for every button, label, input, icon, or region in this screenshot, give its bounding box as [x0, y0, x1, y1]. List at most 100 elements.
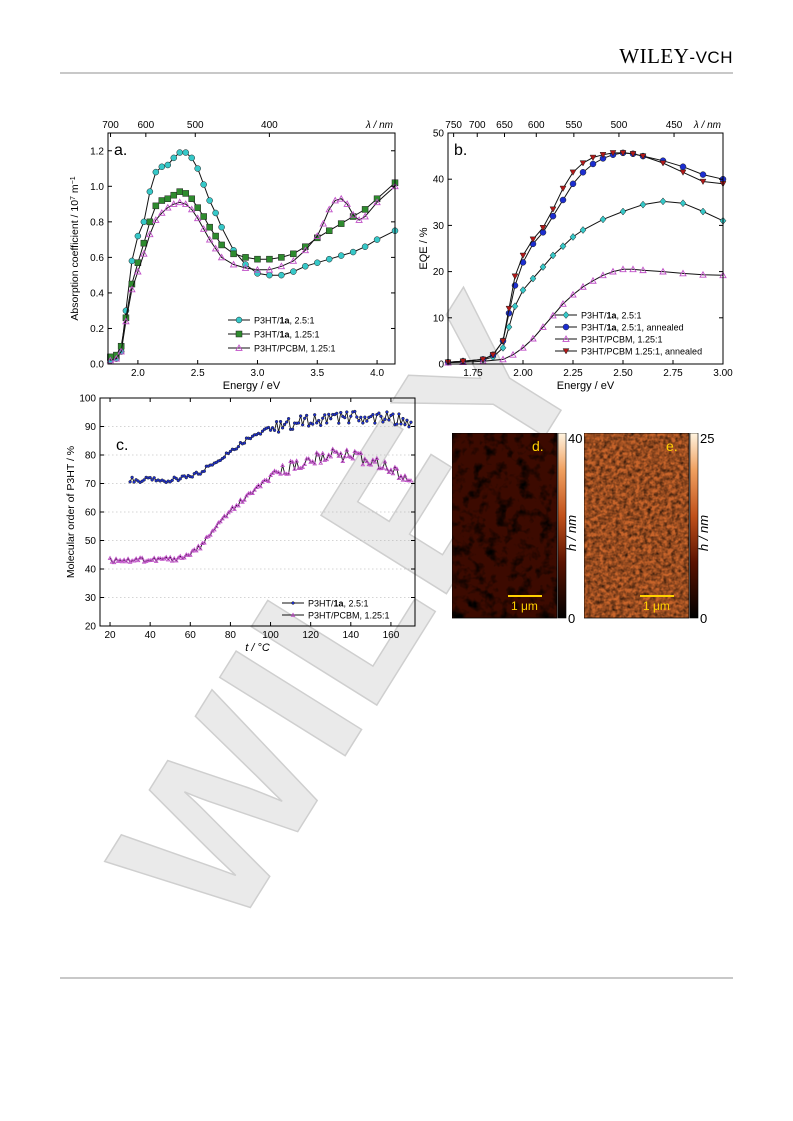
- data-point: [200, 181, 207, 188]
- data-point: [150, 478, 154, 482]
- data-point: [360, 462, 366, 467]
- publisher-main: Wiley: [619, 44, 690, 68]
- y-tick-label: 0.8: [90, 217, 104, 228]
- data-point: [313, 413, 317, 417]
- x-tick-label: 1.75: [463, 368, 483, 379]
- data-point: [218, 223, 225, 231]
- data-point: [123, 558, 129, 564]
- x-axis-label: Energy / eV: [557, 380, 615, 392]
- afm-panel-d: d. 1 μm 40 0 h / nm: [451, 431, 582, 628]
- data-point: [539, 263, 547, 271]
- data-point: [499, 338, 507, 345]
- data-point: [509, 350, 517, 358]
- data-point: [133, 556, 139, 561]
- data-point: [256, 482, 261, 487]
- data-point: [388, 467, 394, 472]
- data-point: [152, 168, 160, 176]
- x-axis-label: t / °C: [245, 642, 270, 654]
- legend-label: P3HT/1a, 2.5:1: [254, 316, 315, 326]
- data-point: [152, 216, 160, 223]
- y-tick-label: 20: [433, 267, 445, 278]
- data-point: [374, 455, 380, 461]
- data-point: [325, 205, 333, 213]
- data-point: [298, 414, 303, 418]
- data-point: [125, 556, 131, 561]
- data-point: [132, 480, 136, 484]
- data-point: [278, 471, 283, 476]
- data-point: [349, 414, 353, 418]
- data-point: [236, 503, 241, 508]
- panel-label-b: b.: [454, 142, 467, 159]
- data-point: [459, 358, 467, 365]
- data-point: [288, 458, 293, 463]
- y-tick-label: 80: [85, 451, 97, 462]
- data-point: [278, 271, 285, 279]
- data-point: [193, 548, 199, 553]
- data-point: [331, 196, 339, 204]
- cbar-label-d: h / nm: [564, 515, 579, 551]
- data-point: [302, 461, 308, 466]
- data-point: [290, 250, 297, 258]
- data-point: [589, 160, 597, 168]
- data-point: [152, 476, 156, 480]
- data-point: [164, 203, 172, 211]
- cbar-label-e: h / nm: [696, 515, 711, 551]
- data-point: [361, 212, 369, 220]
- legend-marker: [235, 330, 243, 338]
- top-tick-label: 550: [566, 120, 583, 131]
- legend: P3HT/1a, 2.5:1 P3HT/1a, 2.5:1, annealed P3…: [555, 311, 702, 357]
- plot-frame: [107, 132, 396, 365]
- data-point: [236, 444, 241, 449]
- data-point: [187, 552, 193, 557]
- data-point: [248, 490, 253, 495]
- data-point: [394, 466, 400, 471]
- data-point: [699, 171, 707, 178]
- data-point: [222, 513, 227, 518]
- data-point: [387, 418, 391, 422]
- data-point: [176, 188, 183, 195]
- data-point: [337, 252, 345, 259]
- data-point: [177, 553, 183, 558]
- data-point: [187, 205, 196, 213]
- data-point: [284, 420, 289, 424]
- data-point: [113, 556, 119, 561]
- y-tick-label: 70: [85, 479, 97, 490]
- data-point: [505, 305, 513, 313]
- data-point: [146, 188, 154, 195]
- afm-image-d: d. 1 μm 40 0 h / nm: [451, 431, 582, 626]
- data-point: [191, 547, 197, 552]
- data-point: [325, 421, 329, 425]
- legend-marker: [290, 612, 296, 617]
- data-point: [319, 219, 328, 227]
- data-point: [349, 248, 357, 256]
- data-point: [302, 263, 309, 270]
- data-point: [171, 555, 177, 561]
- header-rule: [60, 72, 733, 74]
- data-point: [328, 454, 334, 459]
- data-point: [324, 456, 330, 462]
- legend-marker: [562, 348, 570, 355]
- data-point: [363, 415, 367, 419]
- data-point: [699, 270, 707, 278]
- data-point: [569, 290, 577, 298]
- data-point: [361, 421, 365, 425]
- publisher-sep: -: [689, 48, 696, 67]
- data-point: [373, 236, 381, 243]
- legend-label: P3HT/PCBM, 1.25:1: [254, 344, 336, 354]
- top-tick-label: 650: [496, 120, 513, 131]
- data-point: [659, 267, 667, 275]
- x-tick-label: 40: [145, 630, 157, 641]
- data-point: [383, 417, 387, 421]
- data-point: [313, 232, 322, 239]
- data-point: [559, 300, 567, 307]
- data-point: [139, 555, 145, 560]
- data-point: [326, 452, 332, 457]
- data-point: [529, 236, 537, 243]
- data-point: [511, 273, 519, 280]
- data-point: [290, 427, 295, 431]
- data-point: [148, 475, 152, 480]
- data-point: [407, 425, 411, 429]
- data-point: [337, 194, 345, 202]
- data-point: [345, 410, 349, 414]
